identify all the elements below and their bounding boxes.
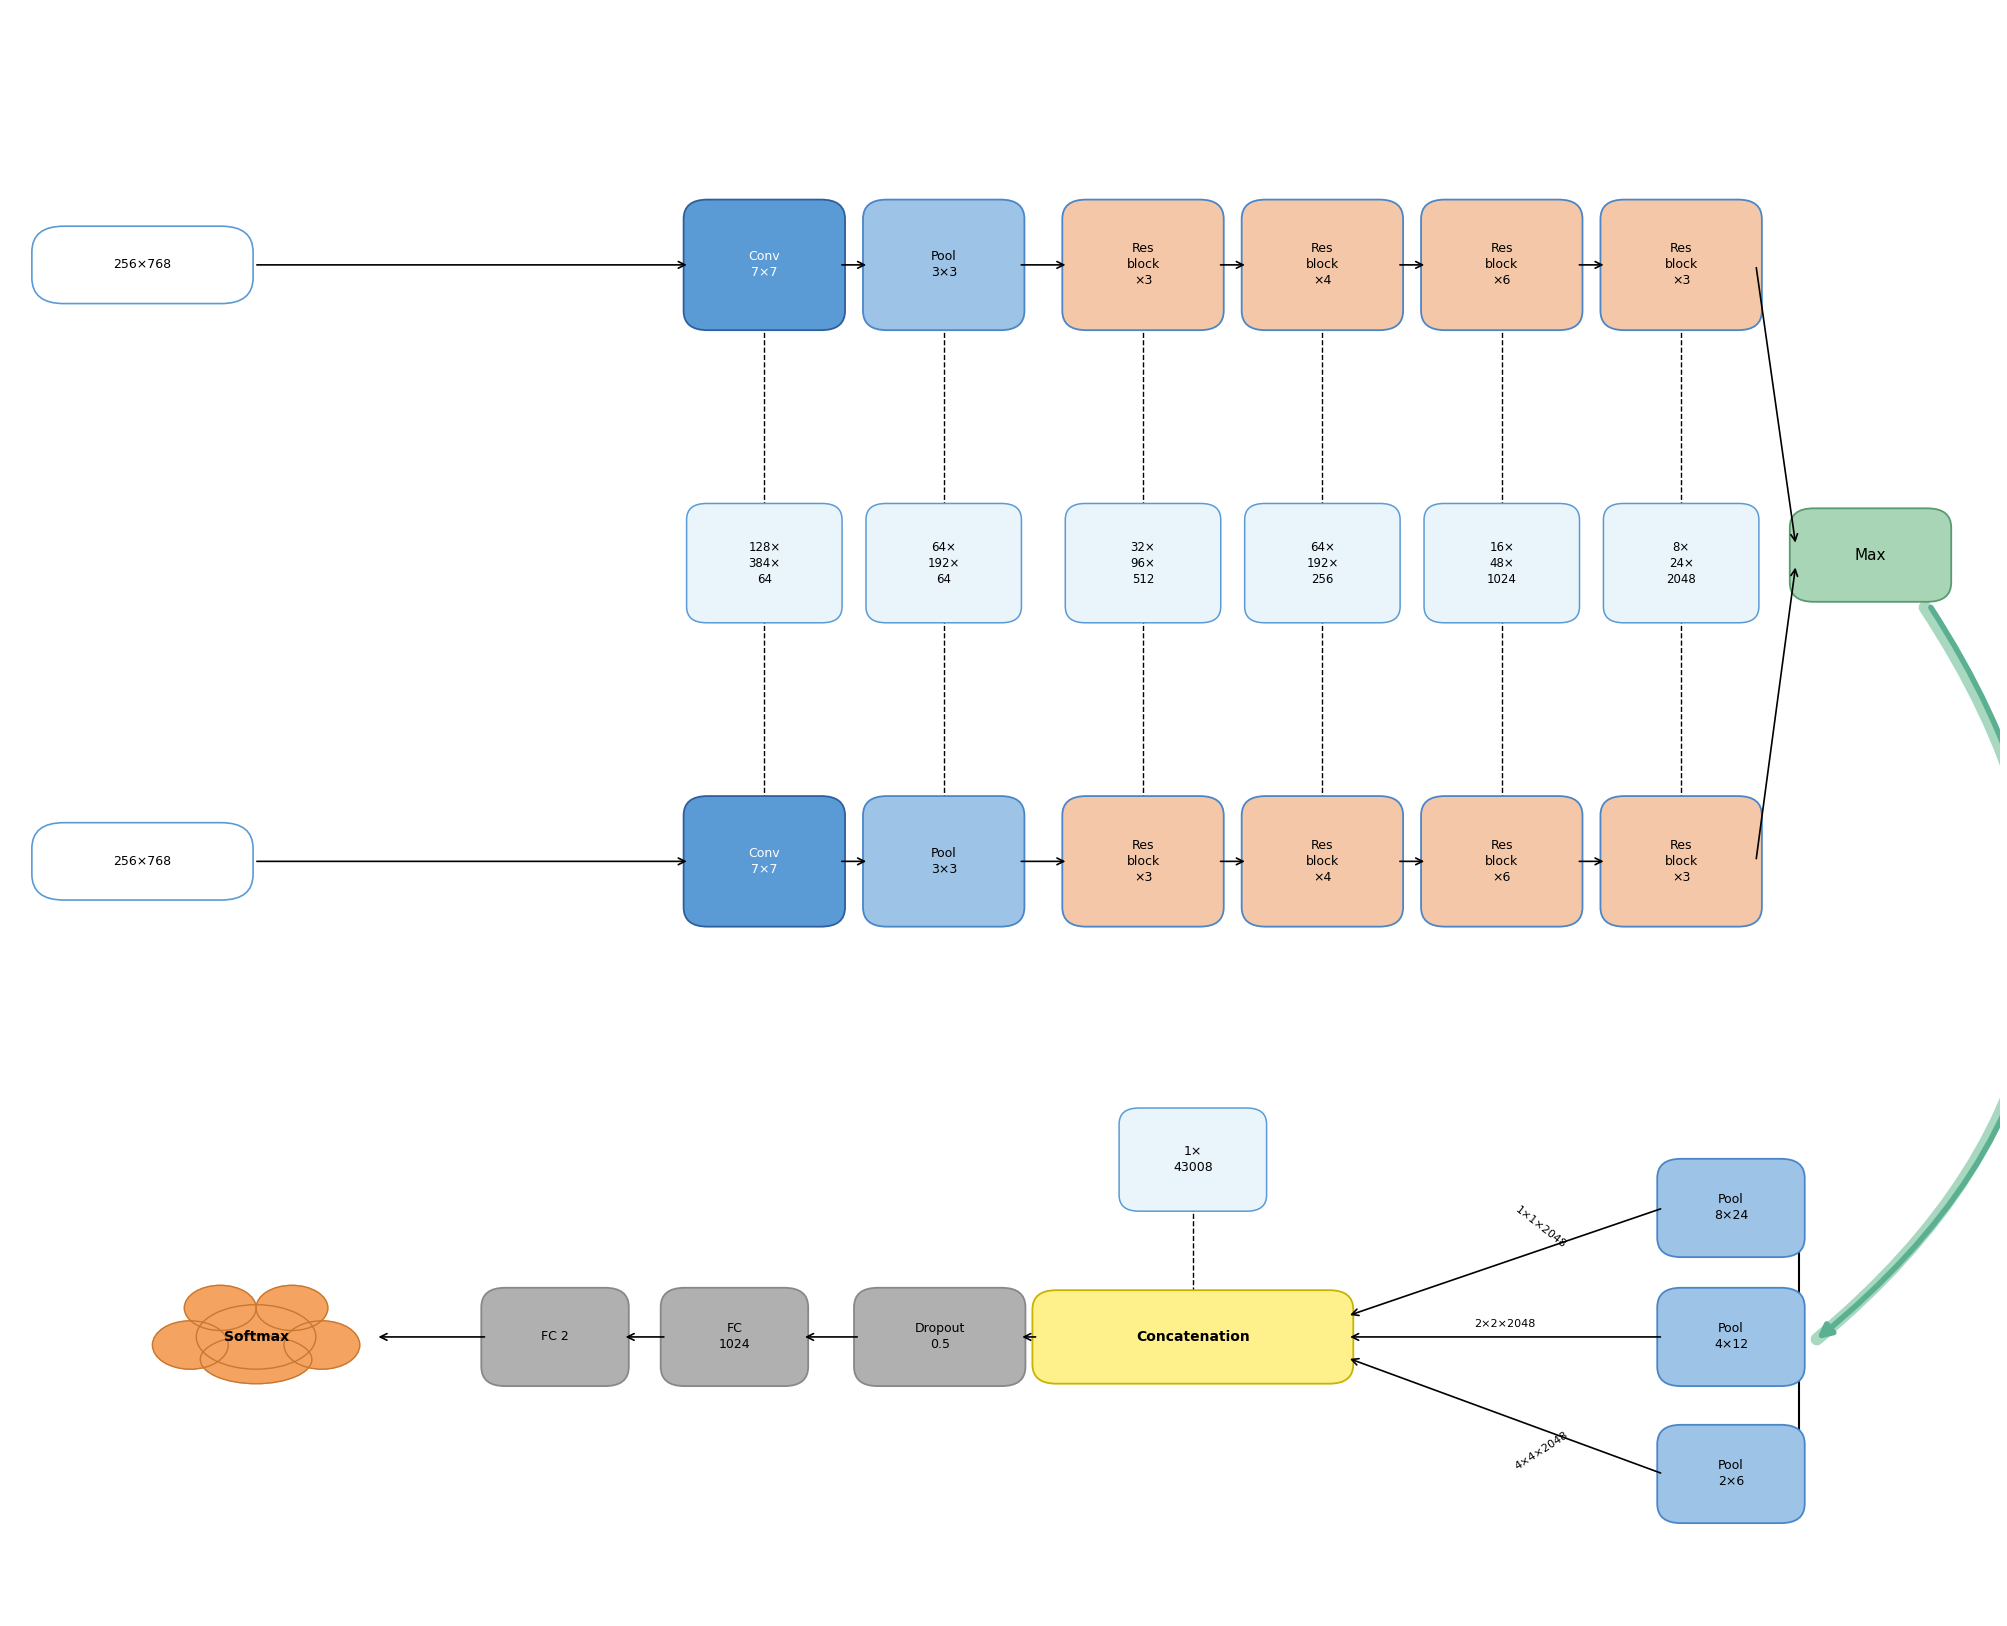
Text: Pool
8×24: Pool 8×24 [1714,1193,1748,1223]
Text: 256×768: 256×768 [114,855,171,868]
FancyBboxPatch shape [1062,200,1224,330]
Text: 1×1×2048: 1×1×2048 [1513,1205,1567,1250]
FancyBboxPatch shape [865,504,1022,623]
FancyBboxPatch shape [1658,1288,1804,1385]
Text: Res
block
×3: Res block ×3 [1664,839,1698,885]
FancyBboxPatch shape [863,200,1024,330]
FancyBboxPatch shape [1600,200,1762,330]
Text: 2×2×2048: 2×2×2048 [1475,1319,1535,1328]
FancyBboxPatch shape [1604,504,1758,623]
Text: 16×
48×
1024: 16× 48× 1024 [1487,540,1517,585]
Text: 64×
192×
256: 64× 192× 256 [1307,540,1339,585]
Text: 8×
24×
2048: 8× 24× 2048 [1666,540,1696,585]
FancyBboxPatch shape [482,1288,628,1385]
Ellipse shape [185,1285,257,1330]
Ellipse shape [153,1320,229,1369]
FancyBboxPatch shape [1421,200,1582,330]
Text: Res
block
×3: Res block ×3 [1126,242,1160,288]
FancyBboxPatch shape [1242,797,1403,927]
Text: Concatenation: Concatenation [1136,1330,1250,1345]
FancyBboxPatch shape [1658,1424,1804,1524]
Ellipse shape [201,1335,311,1384]
Text: Pool
3×3: Pool 3×3 [931,847,957,876]
FancyBboxPatch shape [1062,797,1224,927]
FancyBboxPatch shape [1242,200,1403,330]
FancyBboxPatch shape [1120,1107,1266,1211]
Text: Softmax: Softmax [223,1330,289,1345]
Text: Res
block
×4: Res block ×4 [1307,839,1339,885]
FancyArrowPatch shape [1822,608,2007,1335]
Text: Max: Max [1854,548,1887,563]
FancyBboxPatch shape [684,200,845,330]
Text: Conv
7×7: Conv 7×7 [749,847,781,876]
FancyBboxPatch shape [1066,504,1220,623]
FancyBboxPatch shape [32,226,253,304]
Ellipse shape [197,1304,315,1369]
Text: 4×4×2048: 4×4×2048 [1513,1429,1569,1472]
Text: Pool
2×6: Pool 2×6 [1718,1460,1744,1488]
Text: 256×768: 256×768 [114,259,171,272]
Text: 128×
384×
64: 128× 384× 64 [749,540,781,585]
Text: 1×
43008: 1× 43008 [1172,1145,1212,1174]
Text: FC 2: FC 2 [542,1330,568,1343]
FancyBboxPatch shape [686,504,843,623]
Ellipse shape [257,1285,327,1330]
Text: Pool
4×12: Pool 4×12 [1714,1322,1748,1351]
Text: 64×
192×
64: 64× 192× 64 [927,540,959,585]
FancyBboxPatch shape [855,1288,1026,1385]
Text: Dropout
0.5: Dropout 0.5 [915,1322,965,1351]
FancyBboxPatch shape [1032,1289,1353,1384]
Text: Res
block
×3: Res block ×3 [1664,242,1698,288]
FancyBboxPatch shape [863,797,1024,927]
FancyBboxPatch shape [1600,797,1762,927]
Text: Conv
7×7: Conv 7×7 [749,250,781,280]
FancyArrowPatch shape [1816,608,2007,1340]
FancyBboxPatch shape [684,797,845,927]
FancyBboxPatch shape [660,1288,809,1385]
FancyBboxPatch shape [1658,1159,1804,1257]
Text: Res
block
×6: Res block ×6 [1485,839,1519,885]
Text: 32×
96×
512: 32× 96× 512 [1130,540,1156,585]
Text: Res
block
×6: Res block ×6 [1485,242,1519,288]
FancyBboxPatch shape [32,823,253,901]
Text: Pool
3×3: Pool 3×3 [931,250,957,280]
Ellipse shape [283,1320,359,1369]
FancyBboxPatch shape [1421,797,1582,927]
Text: Res
block
×4: Res block ×4 [1307,242,1339,288]
FancyBboxPatch shape [1244,504,1401,623]
FancyBboxPatch shape [1425,504,1580,623]
Text: FC
1024: FC 1024 [719,1322,751,1351]
FancyBboxPatch shape [1790,509,1951,602]
Text: Res
block
×3: Res block ×3 [1126,839,1160,885]
